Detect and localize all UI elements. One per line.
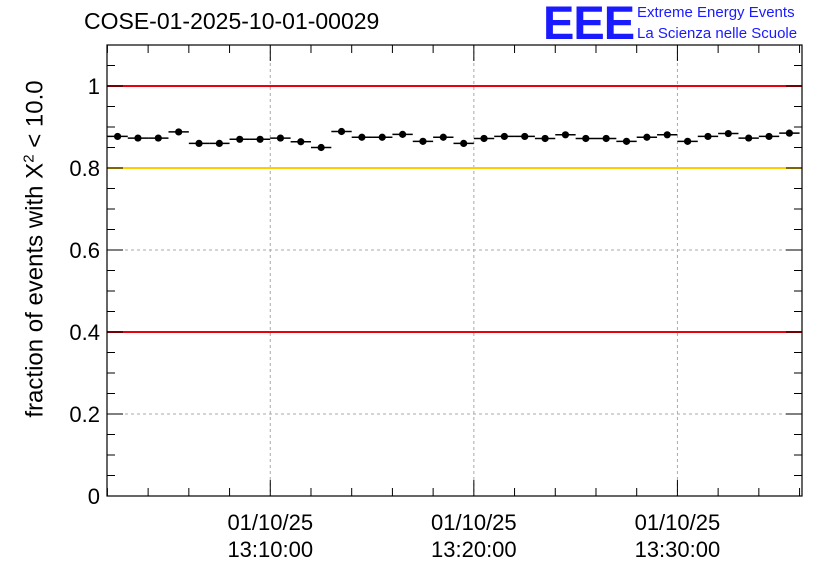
y-tick-label: 0.4 <box>69 320 100 345</box>
data-point <box>683 137 692 145</box>
x-tick-date-label: 01/10/25 <box>227 510 313 535</box>
data-point <box>236 135 244 143</box>
data-point <box>134 134 142 142</box>
data-point <box>521 132 529 141</box>
data-point <box>297 138 305 146</box>
plot-frame <box>106 44 803 497</box>
data-point <box>500 132 508 141</box>
data-point <box>765 132 773 141</box>
data-point <box>276 134 285 142</box>
x-tick-date-label: 01/10/25 <box>431 510 517 535</box>
data-point <box>113 132 122 141</box>
data-point <box>602 134 610 143</box>
y-axis-label: fraction of events with X2 < 10.0 <box>21 80 50 417</box>
data-points <box>107 127 800 152</box>
data-point <box>175 128 183 136</box>
data-point <box>317 143 325 152</box>
x-tick-time-label: 13:10:00 <box>227 537 313 562</box>
data-point <box>561 131 570 139</box>
data-point <box>256 135 264 143</box>
data-point <box>663 131 671 139</box>
logo-line-2: La Scienza nelle Scuole <box>637 25 798 42</box>
data-point <box>460 139 468 147</box>
data-point <box>398 130 407 138</box>
data-point <box>215 139 223 147</box>
y-axis-label-sup: 2 <box>20 154 38 163</box>
y-tick-label: 0.6 <box>69 238 100 263</box>
logo-line-1: Extreme Energy Events <box>637 4 795 21</box>
data-point <box>643 133 651 141</box>
y-tick-label: 1 <box>88 74 100 99</box>
y-axis-label-suffix: < 10.0 <box>21 80 49 155</box>
chart-title: COSE-01-2025-10-01-00029 <box>84 8 380 34</box>
eee-logo: EEE <box>543 0 635 49</box>
data-point <box>724 129 732 138</box>
y-axis-label-prefix: fraction of events with X <box>21 162 49 418</box>
y-tick-label: 0 <box>88 484 100 509</box>
axis-ticks <box>106 44 802 497</box>
data-point <box>195 139 203 147</box>
x-tick-time-label: 13:20:00 <box>431 537 517 562</box>
data-point <box>480 134 488 143</box>
data-point <box>704 132 712 141</box>
data-point <box>358 133 366 141</box>
data-point <box>419 137 427 145</box>
data-point <box>541 134 549 143</box>
x-tick-date-label: 01/10/25 <box>635 510 721 535</box>
data-point <box>154 134 162 142</box>
data-point <box>378 133 386 141</box>
data-point <box>337 127 346 136</box>
y-tick-label: 0.2 <box>69 402 100 427</box>
x-tick-time-label: 13:30:00 <box>635 537 721 562</box>
y-tick-label: 0.8 <box>69 156 100 181</box>
data-point <box>785 129 793 137</box>
data-point <box>622 137 631 145</box>
grid-lines <box>107 45 802 496</box>
data-point <box>745 134 753 142</box>
tick-labels: 00.20.40.60.8101/10/2513:10:0001/10/2513… <box>69 74 720 562</box>
data-point <box>582 134 590 143</box>
reference-lines <box>107 85 802 333</box>
data-point <box>439 133 447 141</box>
